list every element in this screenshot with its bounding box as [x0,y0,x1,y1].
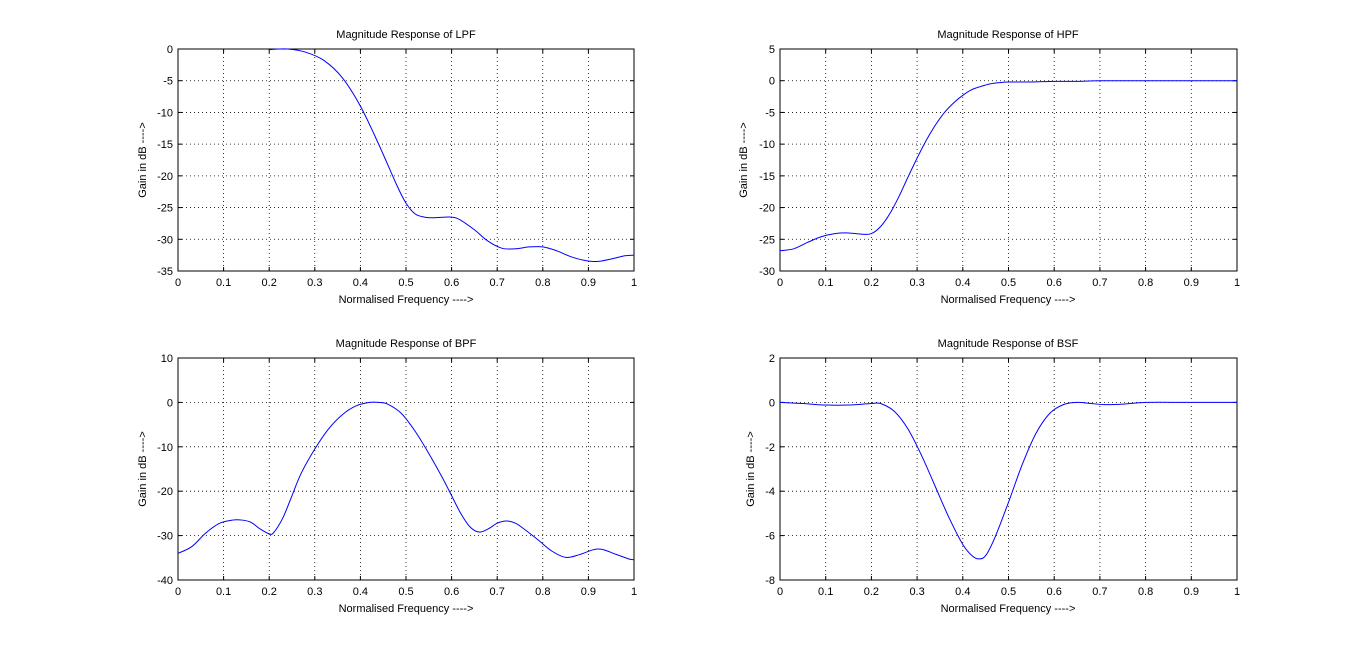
bsf-x-tick-label: 1 [1234,586,1240,598]
hpf-y-tick-label: 5 [769,44,775,56]
bpf-chart-ylabel: Gain in dB ----> [137,431,149,507]
lpf-y-tick-label: 0 [167,44,173,56]
bpf-x-tick-label: 0 [175,586,181,598]
lpf-chart-ylabel: Gain in dB ----> [137,122,149,198]
bsf-x-tick-label: 0.1 [818,586,833,598]
bpf-y-tick-label: -10 [157,442,173,454]
hpf-x-tick-label: 0.5 [1001,277,1016,289]
bsf-x-tick-label: 0.3 [909,586,924,598]
lpf-chart: Magnitude Response of LPF Normalised Fre… [137,29,637,306]
lpf-x-tick-label: 0.4 [353,277,368,289]
hpf-y-tick-label: 0 [769,76,775,88]
lpf-y-tick-label: -35 [157,266,173,278]
bsf-x-tick-label: 0.9 [1184,586,1199,598]
hpf-y-tick-label: -25 [759,234,775,246]
hpf-x-tick-label: 0.1 [818,277,833,289]
bpf-x-tick-label: 0.8 [535,586,550,598]
lpf-y-tick-label: -15 [157,139,173,151]
lpf-chart-title: Magnitude Response of LPF [336,29,476,41]
hpf-x-tick-label: 0.9 [1184,277,1199,289]
hpf-x-tick-label: 0 [777,277,783,289]
bpf-x-tick-label: 0.2 [262,586,277,598]
bsf-y-tick-label: 2 [769,353,775,365]
bsf-x-tick-label: 0.4 [955,586,970,598]
hpf-chart-title: Magnitude Response of HPF [937,29,1079,41]
hpf-chart: Magnitude Response of HPF Normalised Fre… [738,29,1240,306]
lpf-x-tick-label: 0.5 [398,277,413,289]
lpf-chart-xlabel: Normalised Frequency ----> [339,294,474,306]
hpf-y-tick-label: -20 [759,203,775,215]
bsf-y-tick-label: -8 [765,575,775,587]
hpf-y-tick-label: -30 [759,266,775,278]
lpf-y-tick-label: -10 [157,107,173,119]
bpf-chart: Magnitude Response of BPF Normalised Fre… [137,338,637,615]
bpf-y-tick-label: 0 [167,397,173,409]
hpf-x-tick-label: 0.3 [909,277,924,289]
bsf-y-tick-label: -4 [765,486,775,498]
lpf-y-tick-label: -30 [157,234,173,246]
lpf-x-tick-label: 0.9 [581,277,596,289]
bpf-x-tick-label: 0.5 [398,586,413,598]
bsf-y-tick-label: 0 [769,397,775,409]
bpf-x-tick-label: 0.6 [444,586,459,598]
bsf-chart-ylabel: Gain in dB ----> [745,431,757,507]
hpf-y-tick-label: -10 [759,139,775,151]
bpf-x-tick-label: 0.3 [307,586,322,598]
bsf-x-tick-label: 0.6 [1047,586,1062,598]
lpf-x-tick-label: 0.3 [307,277,322,289]
hpf-x-tick-label: 0.2 [864,277,879,289]
bsf-chart-xlabel: Normalised Frequency ----> [941,603,1076,615]
lpf-y-tick-label: -20 [157,171,173,183]
bsf-y-tick-label: -2 [765,442,775,454]
lpf-x-tick-label: 0.1 [216,277,231,289]
lpf-y-tick-label: -5 [163,76,173,88]
bsf-x-tick-label: 0.2 [864,586,879,598]
hpf-response-line [779,80,1237,252]
bsf-x-tick-label: 0.7 [1092,586,1107,598]
hpf-y-tick-label: -15 [759,171,775,183]
bpf-chart-xlabel: Normalised Frequency ----> [339,603,474,615]
bsf-x-tick-label: 0 [777,586,783,598]
bpf-y-tick-label: -40 [157,575,173,587]
bpf-x-tick-label: 0.4 [353,586,368,598]
bpf-y-tick-label: 10 [161,353,173,365]
hpf-y-tick-label: -5 [765,107,775,119]
lpf-x-tick-label: 0 [175,277,181,289]
lpf-response-line [269,48,635,263]
bsf-x-tick-label: 0.5 [1001,586,1016,598]
bsf-chart-title: Magnitude Response of BSF [938,338,1079,350]
lpf-x-tick-label: 1 [631,277,637,289]
bpf-x-tick-label: 0.9 [581,586,596,598]
bpf-chart-title: Magnitude Response of BPF [336,338,477,350]
bpf-response-line [177,401,635,561]
bpf-x-tick-label: 1 [631,586,637,598]
bsf-y-tick-label: -6 [765,531,775,543]
lpf-x-tick-label: 0.2 [262,277,277,289]
bpf-y-tick-label: -30 [157,531,173,543]
hpf-chart-ylabel: Gain in dB ----> [738,122,750,198]
hpf-x-tick-label: 1 [1234,277,1240,289]
hpf-x-tick-label: 0.4 [955,277,970,289]
bsf-response-line [779,401,1237,560]
lpf-y-tick-label: -25 [157,203,173,215]
bpf-x-tick-label: 0.7 [490,586,505,598]
hpf-x-tick-label: 0.7 [1092,277,1107,289]
bpf-y-tick-label: -20 [157,486,173,498]
hpf-x-tick-label: 0.6 [1047,277,1062,289]
hpf-chart-xlabel: Normalised Frequency ----> [941,294,1076,306]
bsf-chart: Magnitude Response of BSF Normalised Fre… [745,338,1240,615]
bpf-x-tick-label: 0.1 [216,586,231,598]
bsf-x-tick-label: 0.8 [1138,586,1153,598]
lpf-x-tick-label: 0.7 [490,277,505,289]
lpf-x-tick-label: 0.6 [444,277,459,289]
hpf-x-tick-label: 0.8 [1138,277,1153,289]
lpf-x-tick-label: 0.8 [535,277,550,289]
